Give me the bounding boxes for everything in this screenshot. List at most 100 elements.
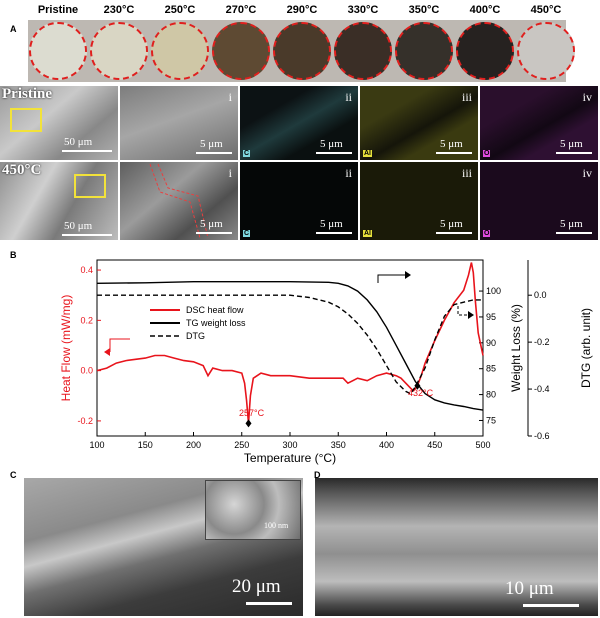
scale-label: 5 μm (560, 138, 583, 150)
scale-bar (316, 152, 352, 154)
y-right1-tick-label: 80 (486, 390, 496, 400)
arrow-to-right1-axis (377, 274, 405, 283)
selection-box (10, 108, 42, 132)
roman-label: iv (582, 166, 592, 180)
sample-disc (395, 22, 453, 80)
element-tag-aluminum: Al (363, 230, 372, 237)
x-tick-label: 200 (186, 440, 201, 450)
scale-label: 20 μm (232, 576, 281, 597)
y-right1-tick-label: 100 (486, 286, 501, 296)
sem-pristine-i: i 5 μm (120, 86, 238, 160)
y-right1-tick-label: 85 (486, 364, 496, 374)
row-label-pristine: Pristine (2, 86, 52, 102)
peak-marker-432 (414, 381, 421, 390)
temperature-label: 290°C (286, 4, 318, 16)
scale-label: 10 μm (505, 578, 554, 599)
left-axis-title: Heat Flow (mW/mg) (59, 295, 73, 402)
roman-label: iii (461, 90, 472, 104)
sem-450-ii-carbon-map: ii C 5 μm (240, 162, 358, 240)
y-right2-tick-label: -0.6 (534, 431, 550, 441)
series-line-dtg (97, 294, 483, 395)
sem-pristine-overview: Pristine 50 μm (0, 86, 118, 160)
element-tag-carbon: C (243, 150, 251, 157)
y-left-tick-label: 0.4 (80, 265, 93, 275)
scale-label: 5 μm (320, 138, 343, 150)
sample-disc (90, 22, 148, 80)
x-tick-label: 100 (89, 440, 104, 450)
arrow-head-right2 (468, 311, 474, 319)
scale-bar (62, 234, 112, 236)
roman-label: iii (461, 166, 472, 180)
scale-label: 50 μm (64, 136, 93, 148)
legend-label-dsc: DSC heat flow (186, 305, 244, 315)
panel-d-letter: D (314, 470, 321, 480)
panel-c-letter: C (10, 470, 17, 480)
annotation-432: 432°C (408, 388, 434, 398)
sem-450-overview: 450°C 50 μm (0, 162, 118, 240)
sample-disc (29, 22, 87, 80)
sem-pristine-iii-aluminum-map: iii Al 5 μm (360, 86, 478, 160)
arrow-to-left-axis (109, 338, 130, 352)
x-tick-label: 450 (427, 440, 442, 450)
scale-bar (523, 604, 579, 607)
sample-disc (456, 22, 514, 80)
series-line-tg (96, 281, 484, 411)
thermal-analysis-chart: 100 150 200 250 300 350 400 450 500 -0.2 0.0 0.2 0.4… (59, 259, 593, 465)
sample-disc (151, 22, 209, 80)
y-left-tick-label: 0.2 (80, 315, 93, 325)
scale-bar (246, 602, 292, 605)
roman-label: i (228, 166, 232, 180)
roman-label: iv (582, 90, 592, 104)
inset-scale-label: 100 nm (264, 521, 289, 530)
y-right1-tick-label: 75 (486, 415, 496, 425)
scale-bar (556, 152, 592, 154)
sem-pristine-ii-carbon-map: ii C 5 μm (240, 86, 358, 160)
crack-outline (149, 163, 209, 239)
scale-label: 5 μm (320, 218, 343, 230)
y-right1-tick-label: 90 (486, 338, 496, 348)
x-tick-label: 350 (331, 440, 346, 450)
legend-label-tg: TG weight loss (186, 318, 246, 328)
x-tick-label: 300 (282, 440, 297, 450)
temperature-label: 250°C (164, 4, 196, 16)
panel-b-letter: B (10, 250, 17, 260)
roman-label: i (228, 90, 232, 104)
element-tag-aluminum: Al (363, 150, 372, 157)
arrow-head-right1 (405, 271, 411, 279)
arrow-to-right2-axis (457, 306, 468, 316)
sem-450-iii-aluminum-map: iii Al 5 μm (360, 162, 478, 240)
scale-bar (316, 232, 352, 234)
row-label-450: 450°C (2, 162, 42, 178)
element-tag-oxygen: O (483, 150, 491, 157)
y-left-tick-label: -0.2 (77, 416, 93, 426)
scale-bar (196, 232, 232, 234)
plot-frame (96, 259, 484, 437)
element-tag-oxygen: O (483, 230, 491, 237)
temperature-label: 350°C (408, 4, 440, 16)
roman-label: ii (345, 166, 352, 180)
temperature-label: 400°C (469, 4, 501, 16)
sample-disc (212, 22, 270, 80)
panel-a-letter: A (10, 24, 17, 34)
series-line-dsc (96, 262, 484, 424)
x-tick-label: 150 (138, 440, 153, 450)
element-tag-carbon: C (243, 230, 251, 237)
annotation-257: 257°C (239, 408, 265, 418)
temperature-label: 450°C (530, 4, 562, 16)
right2-axis-title: DTG (arb. unit) (579, 308, 593, 388)
sem-450-i: i 5 μm (120, 162, 238, 240)
x-tick-label: 250 (234, 440, 249, 450)
sem-450-iv-oxygen-map: iv O 5 μm (480, 162, 598, 240)
scale-label: 5 μm (560, 218, 583, 230)
scale-label: 5 μm (200, 218, 223, 230)
y-right2-tick-label: -0.2 (534, 337, 550, 347)
legend-label-dtg: DTG (186, 331, 205, 341)
inset-image: 100 nm (205, 480, 301, 540)
x-axis-title: Temperature (°C) (244, 451, 336, 465)
selection-box (74, 174, 106, 198)
sem-panel-d: 10 μm (315, 478, 598, 616)
sem-panel-c: 100 nm 20 μm (24, 478, 303, 616)
arrow-head-left (104, 348, 110, 356)
temperature-label: 230°C (103, 4, 135, 16)
sample-disc (334, 22, 392, 80)
